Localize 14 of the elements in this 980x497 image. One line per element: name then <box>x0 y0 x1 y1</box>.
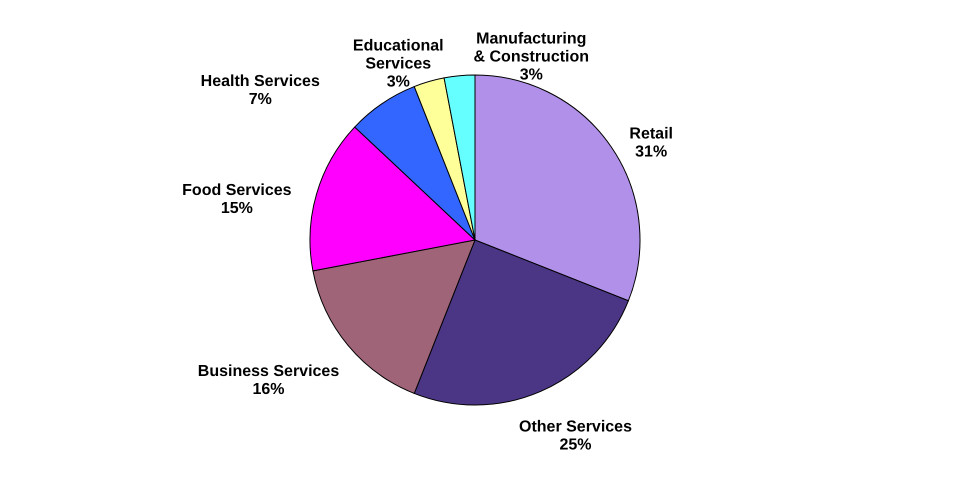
slice-label: Health Services <box>200 73 320 90</box>
data-label: 16% <box>252 381 285 398</box>
data-label: 3% <box>386 74 410 91</box>
data-label: 31% <box>635 144 668 161</box>
slice-label: Business Services <box>198 363 340 380</box>
data-label: 15% <box>220 200 253 217</box>
data-label: 3% <box>520 66 543 84</box>
slice-label: Educational Services <box>352 38 444 73</box>
slice-label: Manufacturing & Construction <box>473 30 590 66</box>
slice-label: Retail <box>629 126 673 143</box>
data-label: 7% <box>248 91 272 108</box>
data-label: 25% <box>559 436 592 454</box>
slice-label: Food Services <box>182 182 292 199</box>
slice-label: Other Services <box>519 418 632 436</box>
